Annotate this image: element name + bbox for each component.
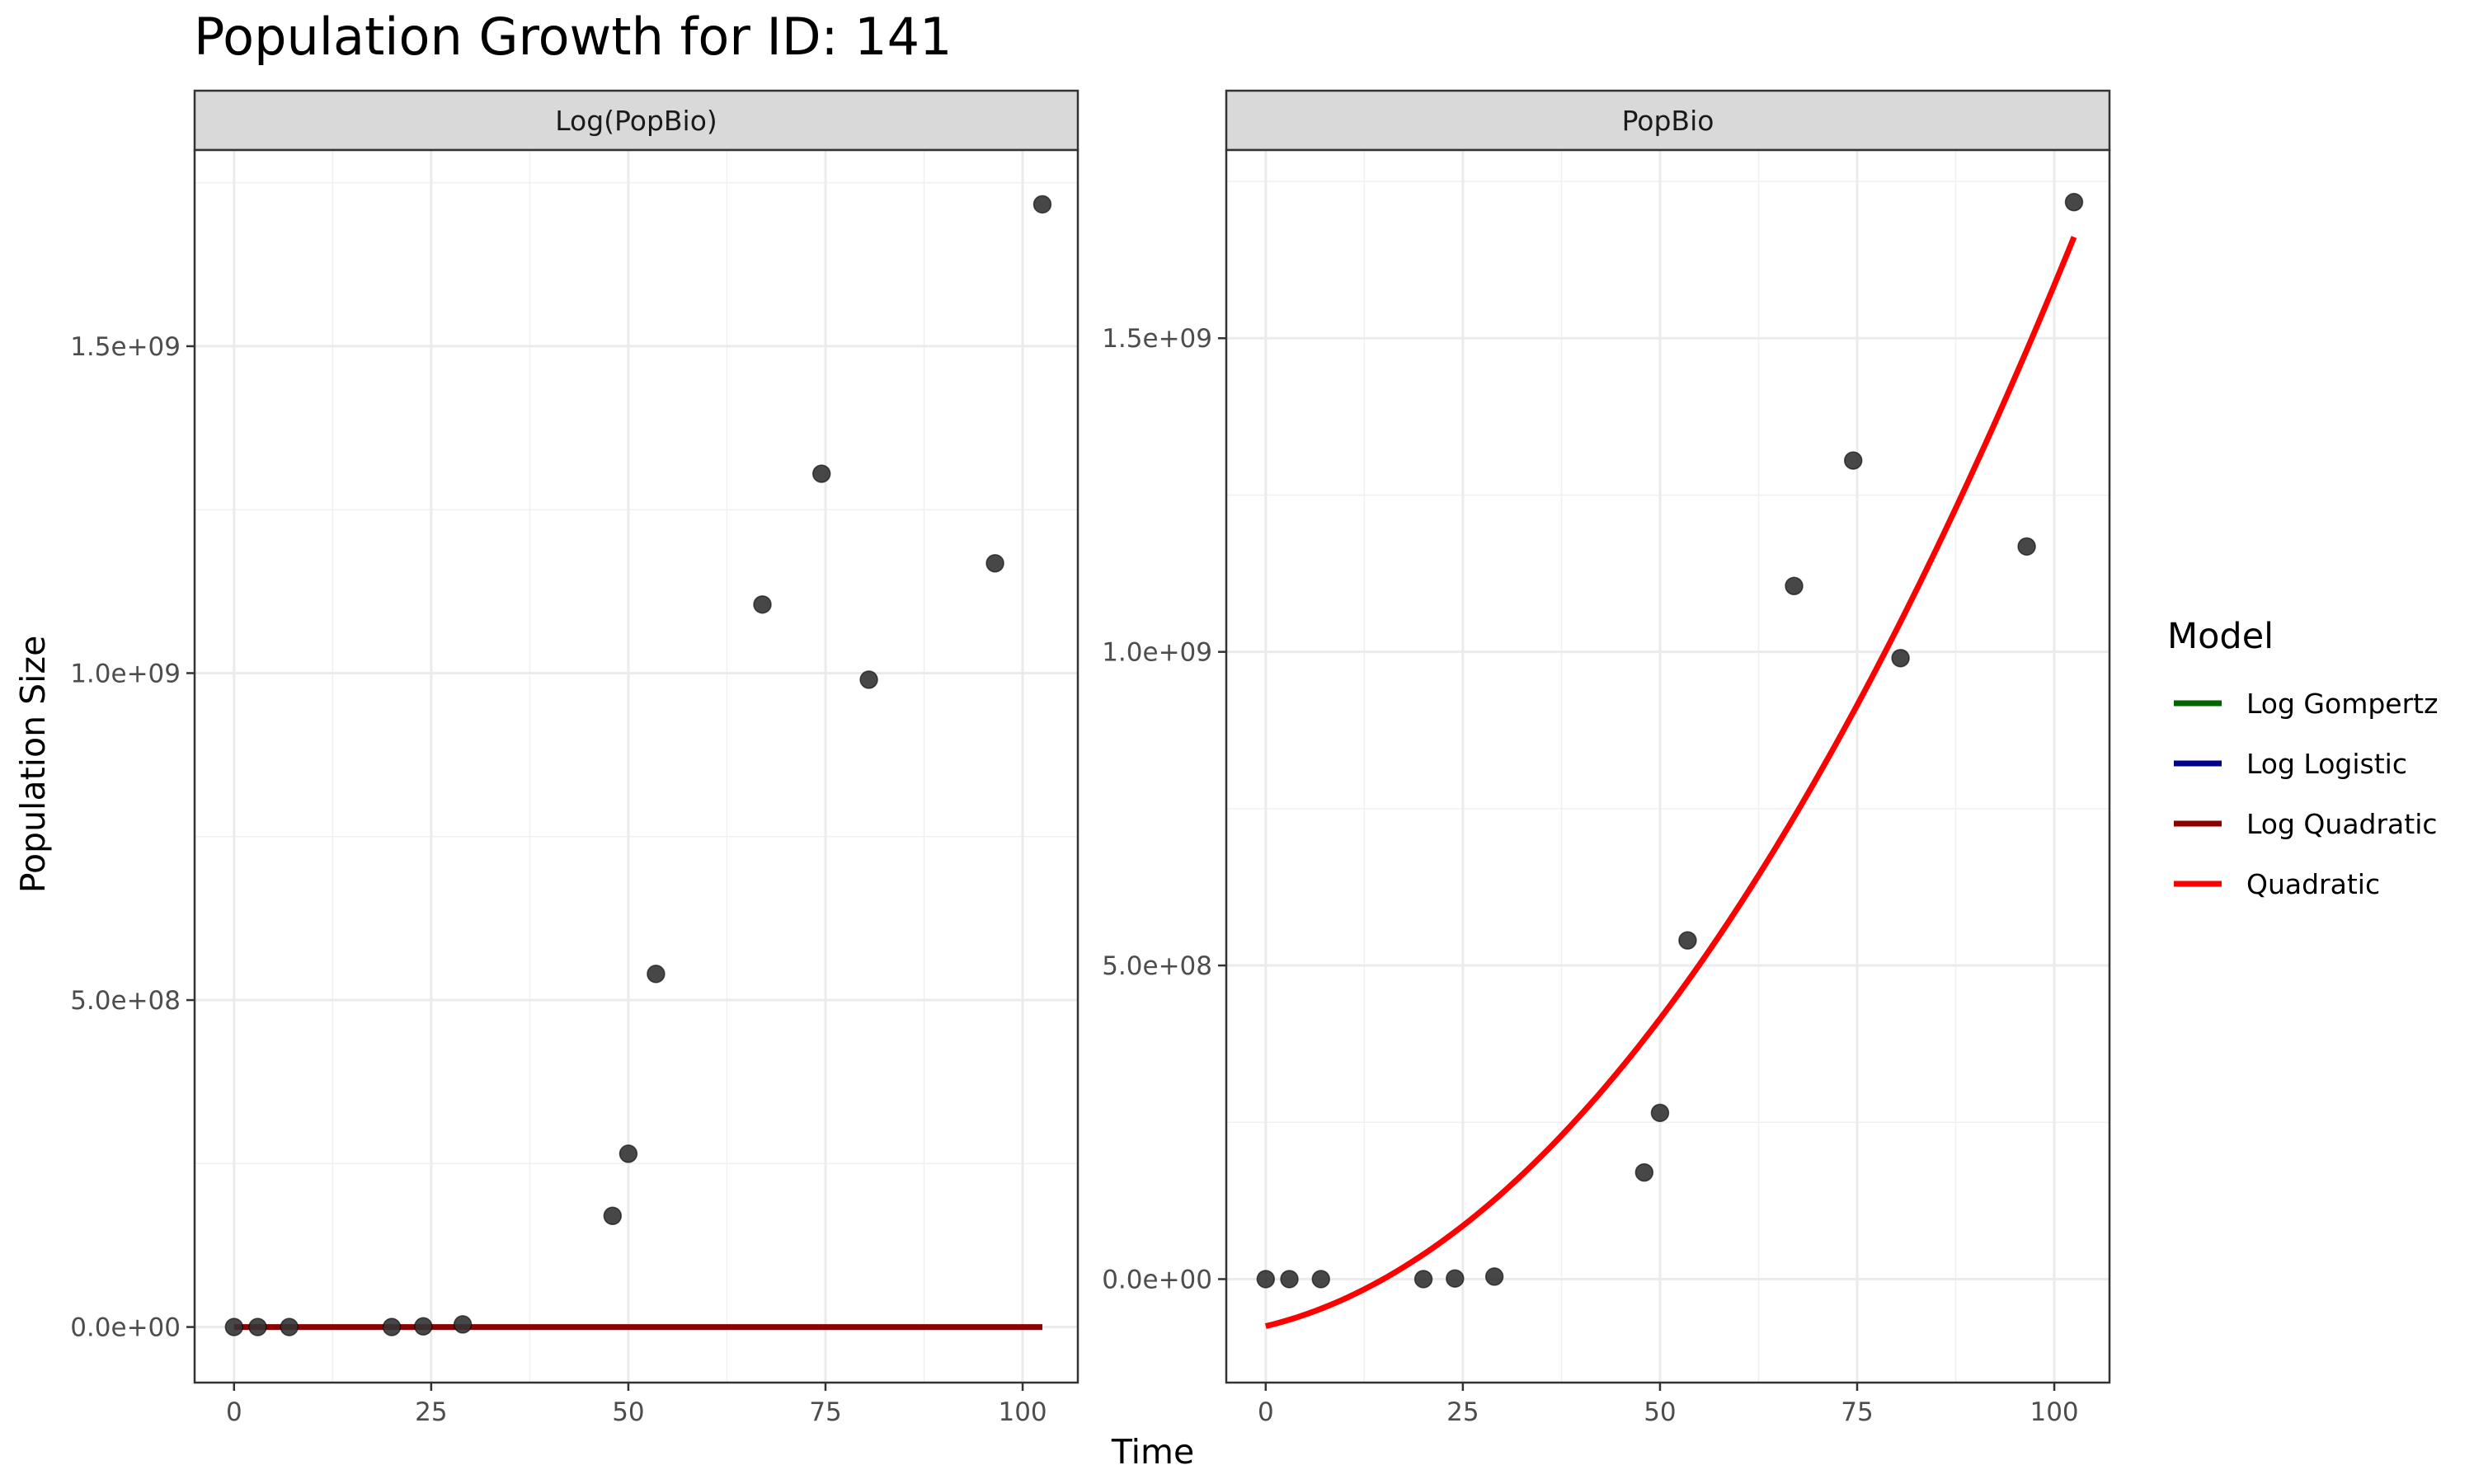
x-tick-label: 25 bbox=[1446, 1397, 1479, 1427]
data-point bbox=[1891, 649, 1910, 668]
data-point bbox=[603, 1206, 623, 1226]
facet-panel-2: PopBio 0 25 50 75 100 0.0e+00 5.0e+08 1.0e+09 1.5… bbox=[1102, 89, 2111, 1427]
panel-border bbox=[193, 148, 1079, 1384]
data-point bbox=[453, 1315, 473, 1334]
data-point bbox=[1650, 1103, 1670, 1123]
x-tick-label: 75 bbox=[809, 1397, 841, 1427]
data-point bbox=[985, 553, 1004, 573]
legend-title: Model bbox=[2167, 616, 2274, 657]
legend-label: Log Quadratic bbox=[2246, 808, 2438, 840]
data-point bbox=[280, 1317, 299, 1336]
facet-strip-label: PopBio bbox=[1622, 105, 1714, 137]
x-axis-title: Time bbox=[1111, 1432, 1194, 1472]
data-point bbox=[1785, 576, 1804, 596]
data-point bbox=[1678, 931, 1697, 950]
data-point bbox=[1634, 1162, 1654, 1182]
data-point bbox=[859, 670, 878, 689]
panel-border bbox=[1225, 148, 2111, 1384]
legend-label: Quadratic bbox=[2246, 868, 2380, 900]
y-tick-label: 1.0e+09 bbox=[70, 659, 181, 688]
panel-background bbox=[195, 150, 1078, 1383]
data-point bbox=[1413, 1270, 1433, 1289]
data-point bbox=[1256, 1270, 1276, 1289]
x-tick-label: 0 bbox=[1258, 1397, 1274, 1427]
facet-panel-1: Log(PopBio) 0 25 50 75 100 0.0e+00 5.0e+08 1.0e+… bbox=[70, 89, 1079, 1427]
legend: Model Log Gompertz Log Logistic Log Quadra… bbox=[2167, 616, 2438, 900]
y-tick-label: 1.0e+09 bbox=[1102, 638, 1212, 668]
data-point bbox=[1032, 195, 1052, 214]
data-point bbox=[414, 1317, 433, 1336]
data-point bbox=[1311, 1270, 1330, 1289]
facet-strip-label: Log(PopBio) bbox=[555, 105, 717, 137]
y-tick-label: 1.5e+09 bbox=[1102, 324, 1212, 354]
facet-strip bbox=[1225, 89, 2111, 152]
y-axis-title: Population Size bbox=[13, 636, 53, 894]
y-tick-label: 1.5e+09 bbox=[70, 332, 181, 362]
x-tick-label: 100 bbox=[998, 1397, 1047, 1427]
x-tick-label: 50 bbox=[1644, 1397, 1676, 1427]
data-point bbox=[1280, 1270, 1299, 1289]
facet-strip bbox=[193, 89, 1079, 152]
data-point bbox=[1484, 1267, 1504, 1286]
data-point bbox=[2064, 192, 2084, 212]
y-tick-label: 5.0e+08 bbox=[70, 986, 181, 1016]
model-line-quadratic bbox=[1264, 236, 2077, 1329]
facet-panels: Log(PopBio) 0 25 50 75 100 0.0e+00 5.0e+08 1.0e+… bbox=[70, 89, 2111, 1427]
x-tick-label: 100 bbox=[2030, 1397, 2078, 1427]
legend-label: Log Logistic bbox=[2246, 748, 2407, 780]
data-point bbox=[1446, 1269, 1465, 1288]
data-point bbox=[382, 1317, 402, 1336]
y-tick-label: 0.0e+00 bbox=[70, 1313, 181, 1343]
chart-title: Population Growth for ID: 141 bbox=[194, 7, 952, 67]
y-tick-label: 0.0e+00 bbox=[1102, 1265, 1212, 1294]
data-point bbox=[753, 594, 772, 614]
data-point bbox=[811, 464, 831, 483]
y-tick-label: 5.0e+08 bbox=[1102, 951, 1212, 981]
data-point bbox=[1843, 451, 1863, 470]
data-point bbox=[248, 1317, 267, 1336]
legend-label: Log Gompertz bbox=[2246, 688, 2438, 720]
data-point bbox=[647, 965, 666, 984]
x-tick-label: 75 bbox=[1841, 1397, 1873, 1427]
data-point bbox=[224, 1317, 244, 1336]
data-point bbox=[2017, 537, 2036, 556]
x-tick-label: 0 bbox=[226, 1397, 242, 1427]
x-tick-label: 50 bbox=[612, 1397, 644, 1427]
panel-background bbox=[1226, 150, 2109, 1383]
x-tick-label: 25 bbox=[415, 1397, 447, 1427]
data-point bbox=[618, 1144, 638, 1163]
